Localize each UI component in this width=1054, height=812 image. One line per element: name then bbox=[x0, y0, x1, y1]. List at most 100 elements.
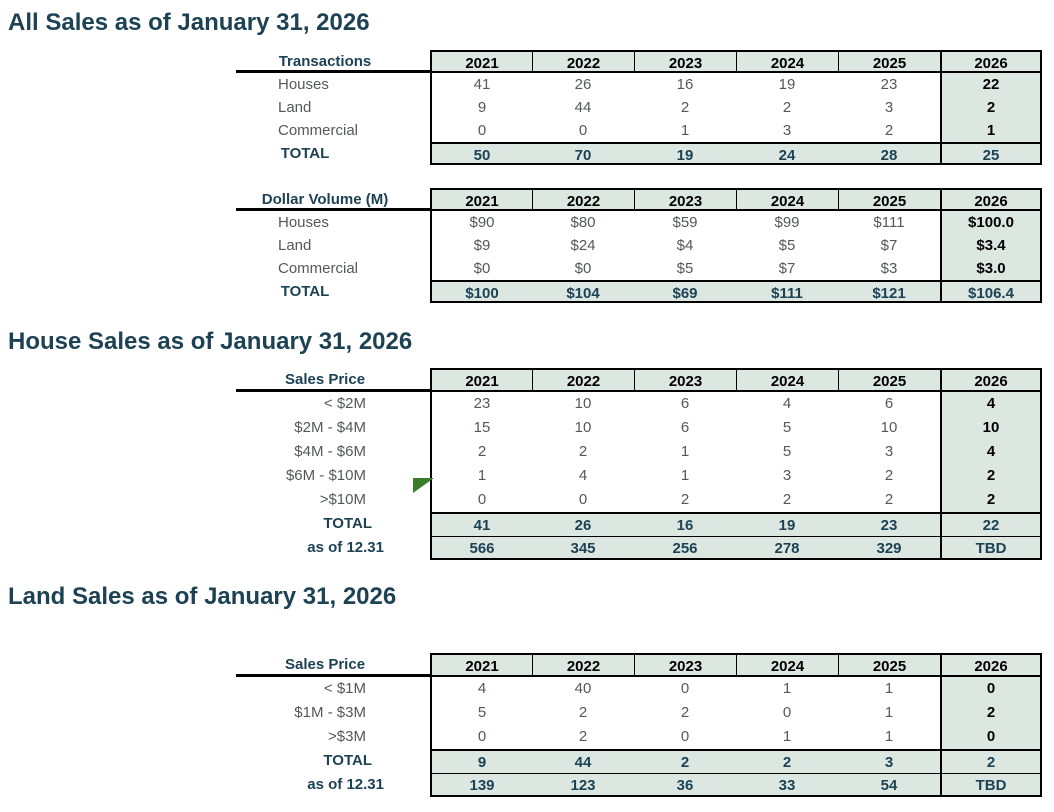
cell-value: 0 bbox=[634, 725, 736, 749]
cell-value: 1 bbox=[838, 701, 940, 725]
cell-value: 2 bbox=[736, 488, 838, 512]
row-label: $2M - $4M bbox=[294, 419, 366, 436]
cell-value: 2 bbox=[940, 96, 1042, 119]
all-sales-section-title: All Sales as of January 31, 2026 bbox=[8, 9, 370, 36]
cell-value: 1 bbox=[634, 440, 736, 464]
cell-value: 28 bbox=[838, 142, 940, 165]
land-sales-section-title: Land Sales as of January 31, 2026 bbox=[8, 583, 397, 610]
row-label: $1M - $3M bbox=[294, 704, 366, 721]
cell-value: 0 bbox=[430, 119, 532, 142]
cell-value: 54 bbox=[838, 773, 940, 797]
cell-value: 0 bbox=[940, 725, 1042, 749]
cell-value: 2 bbox=[430, 440, 532, 464]
year-header: 2025 bbox=[838, 368, 940, 392]
cell-value: 6 bbox=[634, 392, 736, 416]
row-label: >$3M bbox=[328, 728, 366, 745]
land-sales-price-table: Sales Price 2021 2022 2023 2024 2025 2026 < $1M… bbox=[220, 653, 1042, 797]
cell-value: $3.0 bbox=[940, 257, 1042, 280]
table-row: Commercial $0 $0 $5 $7 $3 $3.0 bbox=[220, 257, 1042, 280]
year-header: 2024 bbox=[736, 368, 838, 392]
cell-value: $7 bbox=[736, 257, 838, 280]
cell-value: $69 bbox=[634, 280, 736, 303]
table-row: Houses 41 26 16 19 23 22 bbox=[220, 73, 1042, 96]
cell-value: 2 bbox=[634, 488, 736, 512]
cell-value: $111 bbox=[736, 280, 838, 303]
table-label-header: Transactions bbox=[220, 50, 430, 73]
cell-value: 2 bbox=[634, 96, 736, 119]
cell-value: 1 bbox=[838, 725, 940, 749]
year-header: 2022 bbox=[532, 50, 634, 73]
cell-value: 0 bbox=[634, 677, 736, 701]
cell-value: 6 bbox=[634, 416, 736, 440]
table-row: TOTAL 50 70 19 24 28 25 bbox=[220, 142, 1042, 165]
table-header-row: Sales Price 2021 2022 2023 2024 2025 2026 bbox=[220, 653, 1042, 677]
cell-value: 10 bbox=[838, 416, 940, 440]
dollar-volume-table: Dollar Volume (M) 2021 2022 2023 2024 2025 202… bbox=[220, 188, 1042, 303]
cell-value: 2 bbox=[838, 488, 940, 512]
green-flag-icon bbox=[413, 478, 434, 493]
cell-value: $100 bbox=[430, 280, 532, 303]
table-row: >$10M 0 0 2 2 2 2 bbox=[220, 488, 1042, 512]
cell-value: 33 bbox=[736, 773, 838, 797]
cell-value: 40 bbox=[532, 677, 634, 701]
table-header-row: Dollar Volume (M) 2021 2022 2023 2024 2025 202… bbox=[220, 188, 1042, 211]
cell-value: 0 bbox=[430, 725, 532, 749]
cell-value: 5 bbox=[736, 416, 838, 440]
cell-value: 1 bbox=[430, 464, 532, 488]
year-header: 2022 bbox=[532, 368, 634, 392]
table-row: $2M - $4M 15 10 6 5 10 10 bbox=[220, 416, 1042, 440]
cell-value: TBD bbox=[940, 536, 1042, 560]
cell-value: 0 bbox=[430, 488, 532, 512]
row-label: as of 12.31 bbox=[307, 776, 384, 793]
cell-value: 1 bbox=[940, 119, 1042, 142]
cell-value: 0 bbox=[736, 701, 838, 725]
cell-value: 22 bbox=[940, 512, 1042, 536]
row-label: $4M - $6M bbox=[294, 443, 366, 460]
table-row: TOTAL 41 26 16 19 23 22 bbox=[220, 512, 1042, 536]
cell-value: 566 bbox=[430, 536, 532, 560]
row-label: Commercial bbox=[278, 122, 359, 139]
year-header: 2025 bbox=[838, 50, 940, 73]
table-row: $4M - $6M 2 2 1 5 3 4 bbox=[220, 440, 1042, 464]
cell-value: $3 bbox=[838, 257, 940, 280]
year-header: 2021 bbox=[430, 368, 532, 392]
row-label: >$10M bbox=[319, 491, 366, 508]
cell-value: 19 bbox=[634, 142, 736, 165]
cell-value: $80 bbox=[532, 211, 634, 234]
table-row: >$3M 0 2 0 1 1 0 bbox=[220, 725, 1042, 749]
year-header: 2024 bbox=[736, 653, 838, 677]
cell-value: 4 bbox=[532, 464, 634, 488]
cell-value: 41 bbox=[430, 512, 532, 536]
table-row: as of 12.31 139 123 36 33 54 TBD bbox=[220, 773, 1042, 797]
table-row: < $1M 4 40 0 1 1 0 bbox=[220, 677, 1042, 701]
cell-value: 3 bbox=[838, 440, 940, 464]
year-header: 2023 bbox=[634, 653, 736, 677]
row-label: TOTAL bbox=[323, 515, 372, 532]
cell-value: 329 bbox=[838, 536, 940, 560]
row-label: < $2M bbox=[323, 395, 366, 412]
cell-value: 1 bbox=[634, 464, 736, 488]
house-sales-price-table: Sales Price 2021 2022 2023 2024 2025 2026 < $2M… bbox=[220, 368, 1042, 560]
year-header: 2022 bbox=[532, 188, 634, 211]
cell-value: 1 bbox=[736, 677, 838, 701]
cell-value: 1 bbox=[838, 677, 940, 701]
cell-value: 256 bbox=[634, 536, 736, 560]
cell-value: 2 bbox=[532, 440, 634, 464]
cell-value: 2 bbox=[940, 488, 1042, 512]
cell-value: $3.4 bbox=[940, 234, 1042, 257]
row-label: TOTAL bbox=[280, 145, 330, 162]
cell-value: 0 bbox=[532, 119, 634, 142]
cell-value: 15 bbox=[430, 416, 532, 440]
cell-value: $0 bbox=[430, 257, 532, 280]
table-row: TOTAL 9 44 2 2 3 2 bbox=[220, 749, 1042, 773]
table-header-row: Transactions 2021 2022 2023 2024 2025 2026 bbox=[220, 50, 1042, 73]
year-header: 2024 bbox=[736, 188, 838, 211]
cell-value: $90 bbox=[430, 211, 532, 234]
cell-value: $9 bbox=[430, 234, 532, 257]
cell-value: 4 bbox=[940, 440, 1042, 464]
cell-value: 36 bbox=[634, 773, 736, 797]
cell-value: 50 bbox=[430, 142, 532, 165]
cell-value: 5 bbox=[736, 440, 838, 464]
table-row: $6M - $10M 1 4 1 3 2 2 bbox=[220, 464, 1042, 488]
